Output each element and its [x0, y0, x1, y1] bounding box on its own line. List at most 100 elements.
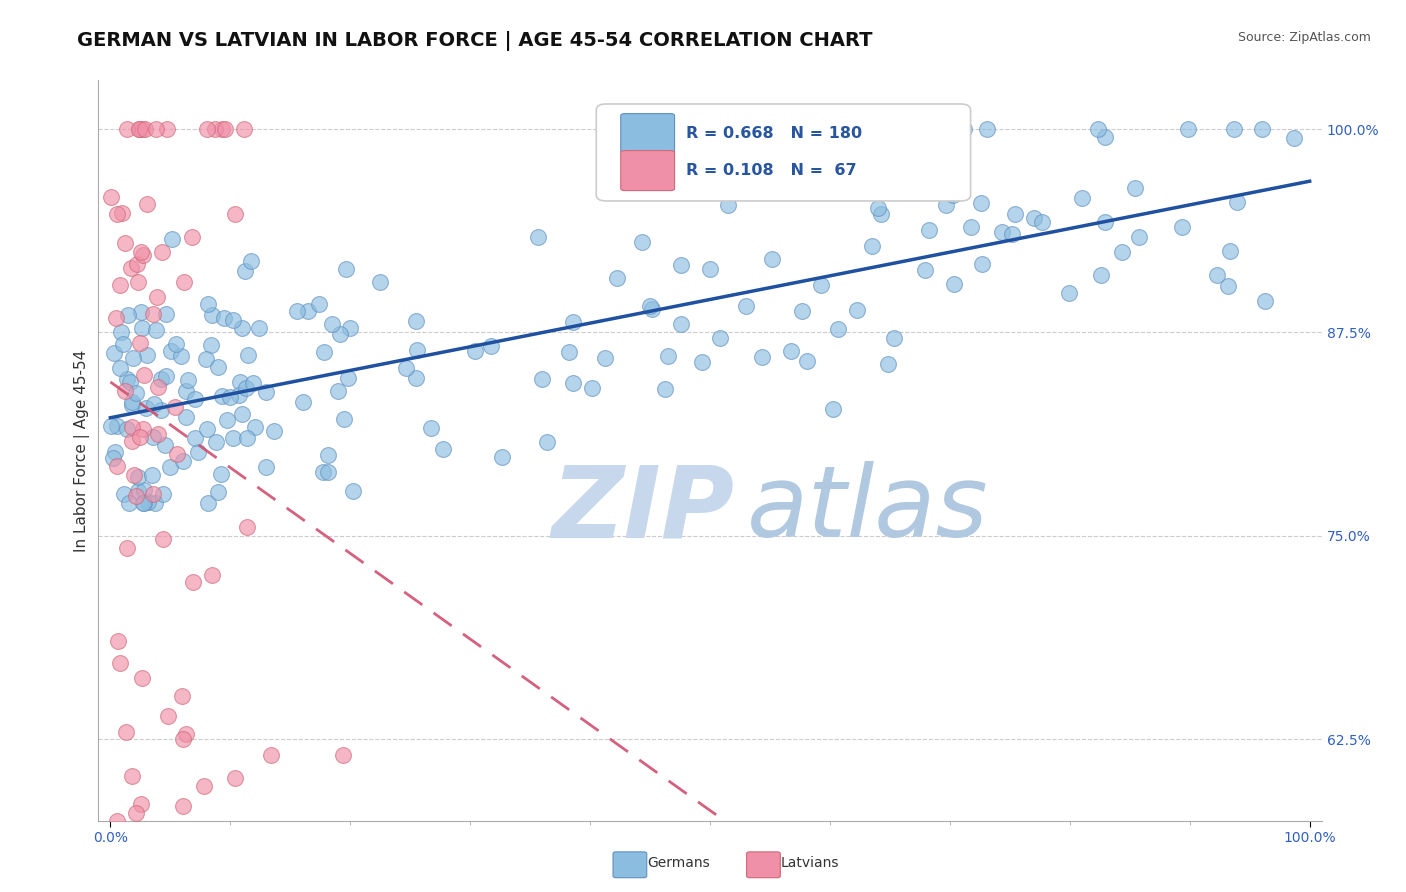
Point: [215, 413, 238, 427]
Point: [115, 422, 138, 436]
Point: [129, 305, 152, 319]
Point: [110, 277, 132, 292]
Point: [335, 261, 357, 276]
Point: [734, 300, 756, 314]
Point: [134, 122, 156, 136]
Point: [866, 201, 889, 215]
Point: [100, 190, 122, 204]
Point: [263, 425, 285, 439]
Point: [118, 496, 141, 510]
Point: [562, 376, 585, 391]
Point: [149, 372, 172, 386]
Text: atlas: atlas: [747, 461, 988, 558]
Point: [214, 122, 236, 136]
Point: [530, 372, 553, 386]
Point: [132, 496, 155, 510]
Point: [134, 368, 156, 383]
Point: [1206, 268, 1229, 282]
Point: [254, 385, 277, 400]
Point: [972, 257, 994, 271]
Point: [132, 422, 155, 436]
Point: [207, 484, 229, 499]
Point: [105, 814, 128, 828]
Text: Germans: Germans: [647, 856, 710, 871]
Point: [165, 400, 187, 414]
Point: [204, 122, 226, 136]
Point: [131, 321, 153, 335]
Point: [205, 434, 228, 449]
Point: [183, 392, 205, 407]
Point: [132, 496, 155, 510]
Point: [935, 198, 957, 212]
Point: [155, 307, 177, 321]
Point: [1253, 294, 1275, 309]
Point: [128, 122, 150, 136]
Point: [242, 376, 264, 391]
Point: [166, 447, 188, 461]
Point: [332, 411, 354, 425]
Point: [1059, 286, 1081, 301]
Point: [117, 122, 139, 136]
Point: [160, 232, 183, 246]
Point: [339, 320, 361, 334]
Point: [810, 278, 832, 293]
Point: [709, 331, 731, 345]
Point: [846, 302, 869, 317]
Point: [870, 207, 893, 221]
Point: [247, 321, 270, 335]
Point: [114, 235, 136, 250]
Point: [953, 122, 976, 136]
Point: [1111, 245, 1133, 260]
Point: [128, 122, 150, 136]
Point: [183, 431, 205, 445]
Point: [172, 453, 194, 467]
Point: [146, 290, 169, 304]
Point: [195, 422, 218, 436]
Point: [419, 421, 441, 435]
Point: [368, 275, 391, 289]
Point: [105, 419, 128, 434]
Point: [141, 468, 163, 483]
Point: [127, 470, 149, 484]
Point: [1004, 207, 1026, 221]
Point: [111, 205, 134, 219]
Point: [170, 689, 193, 703]
Point: [135, 348, 157, 362]
Point: [129, 430, 152, 444]
Point: [918, 223, 941, 237]
FancyBboxPatch shape: [620, 151, 675, 191]
Point: [1226, 195, 1249, 210]
Point: [112, 486, 135, 500]
Point: [135, 197, 157, 211]
Point: [558, 345, 581, 359]
Point: [877, 357, 900, 371]
Point: [134, 483, 156, 498]
Y-axis label: In Labor Force | Age 45-54: In Labor Force | Age 45-54: [75, 350, 90, 551]
Point: [124, 467, 146, 482]
Point: [1031, 215, 1053, 229]
Point: [1251, 122, 1274, 136]
Point: [1128, 230, 1150, 244]
Point: [104, 445, 127, 459]
Point: [165, 337, 187, 351]
Text: Source: ZipAtlas.com: Source: ZipAtlas.com: [1237, 31, 1371, 45]
Point: [108, 657, 131, 671]
Point: [1219, 244, 1241, 259]
Point: [142, 487, 165, 501]
Point: [1177, 122, 1199, 136]
Point: [236, 431, 259, 445]
Point: [669, 258, 692, 272]
Point: [337, 371, 360, 385]
Point: [146, 427, 169, 442]
Point: [136, 495, 159, 509]
Point: [1071, 191, 1094, 205]
Point: [157, 709, 180, 723]
Point: [155, 369, 177, 384]
Point: [991, 226, 1014, 240]
Text: GERMAN VS LATVIAN IN LABOR FORCE | AGE 45-54 CORRELATION CHART: GERMAN VS LATVIAN IN LABOR FORCE | AGE 4…: [77, 31, 873, 51]
Point: [103, 346, 125, 360]
Point: [236, 520, 259, 534]
Point: [1282, 130, 1305, 145]
Point: [212, 310, 235, 325]
Point: [172, 732, 194, 747]
